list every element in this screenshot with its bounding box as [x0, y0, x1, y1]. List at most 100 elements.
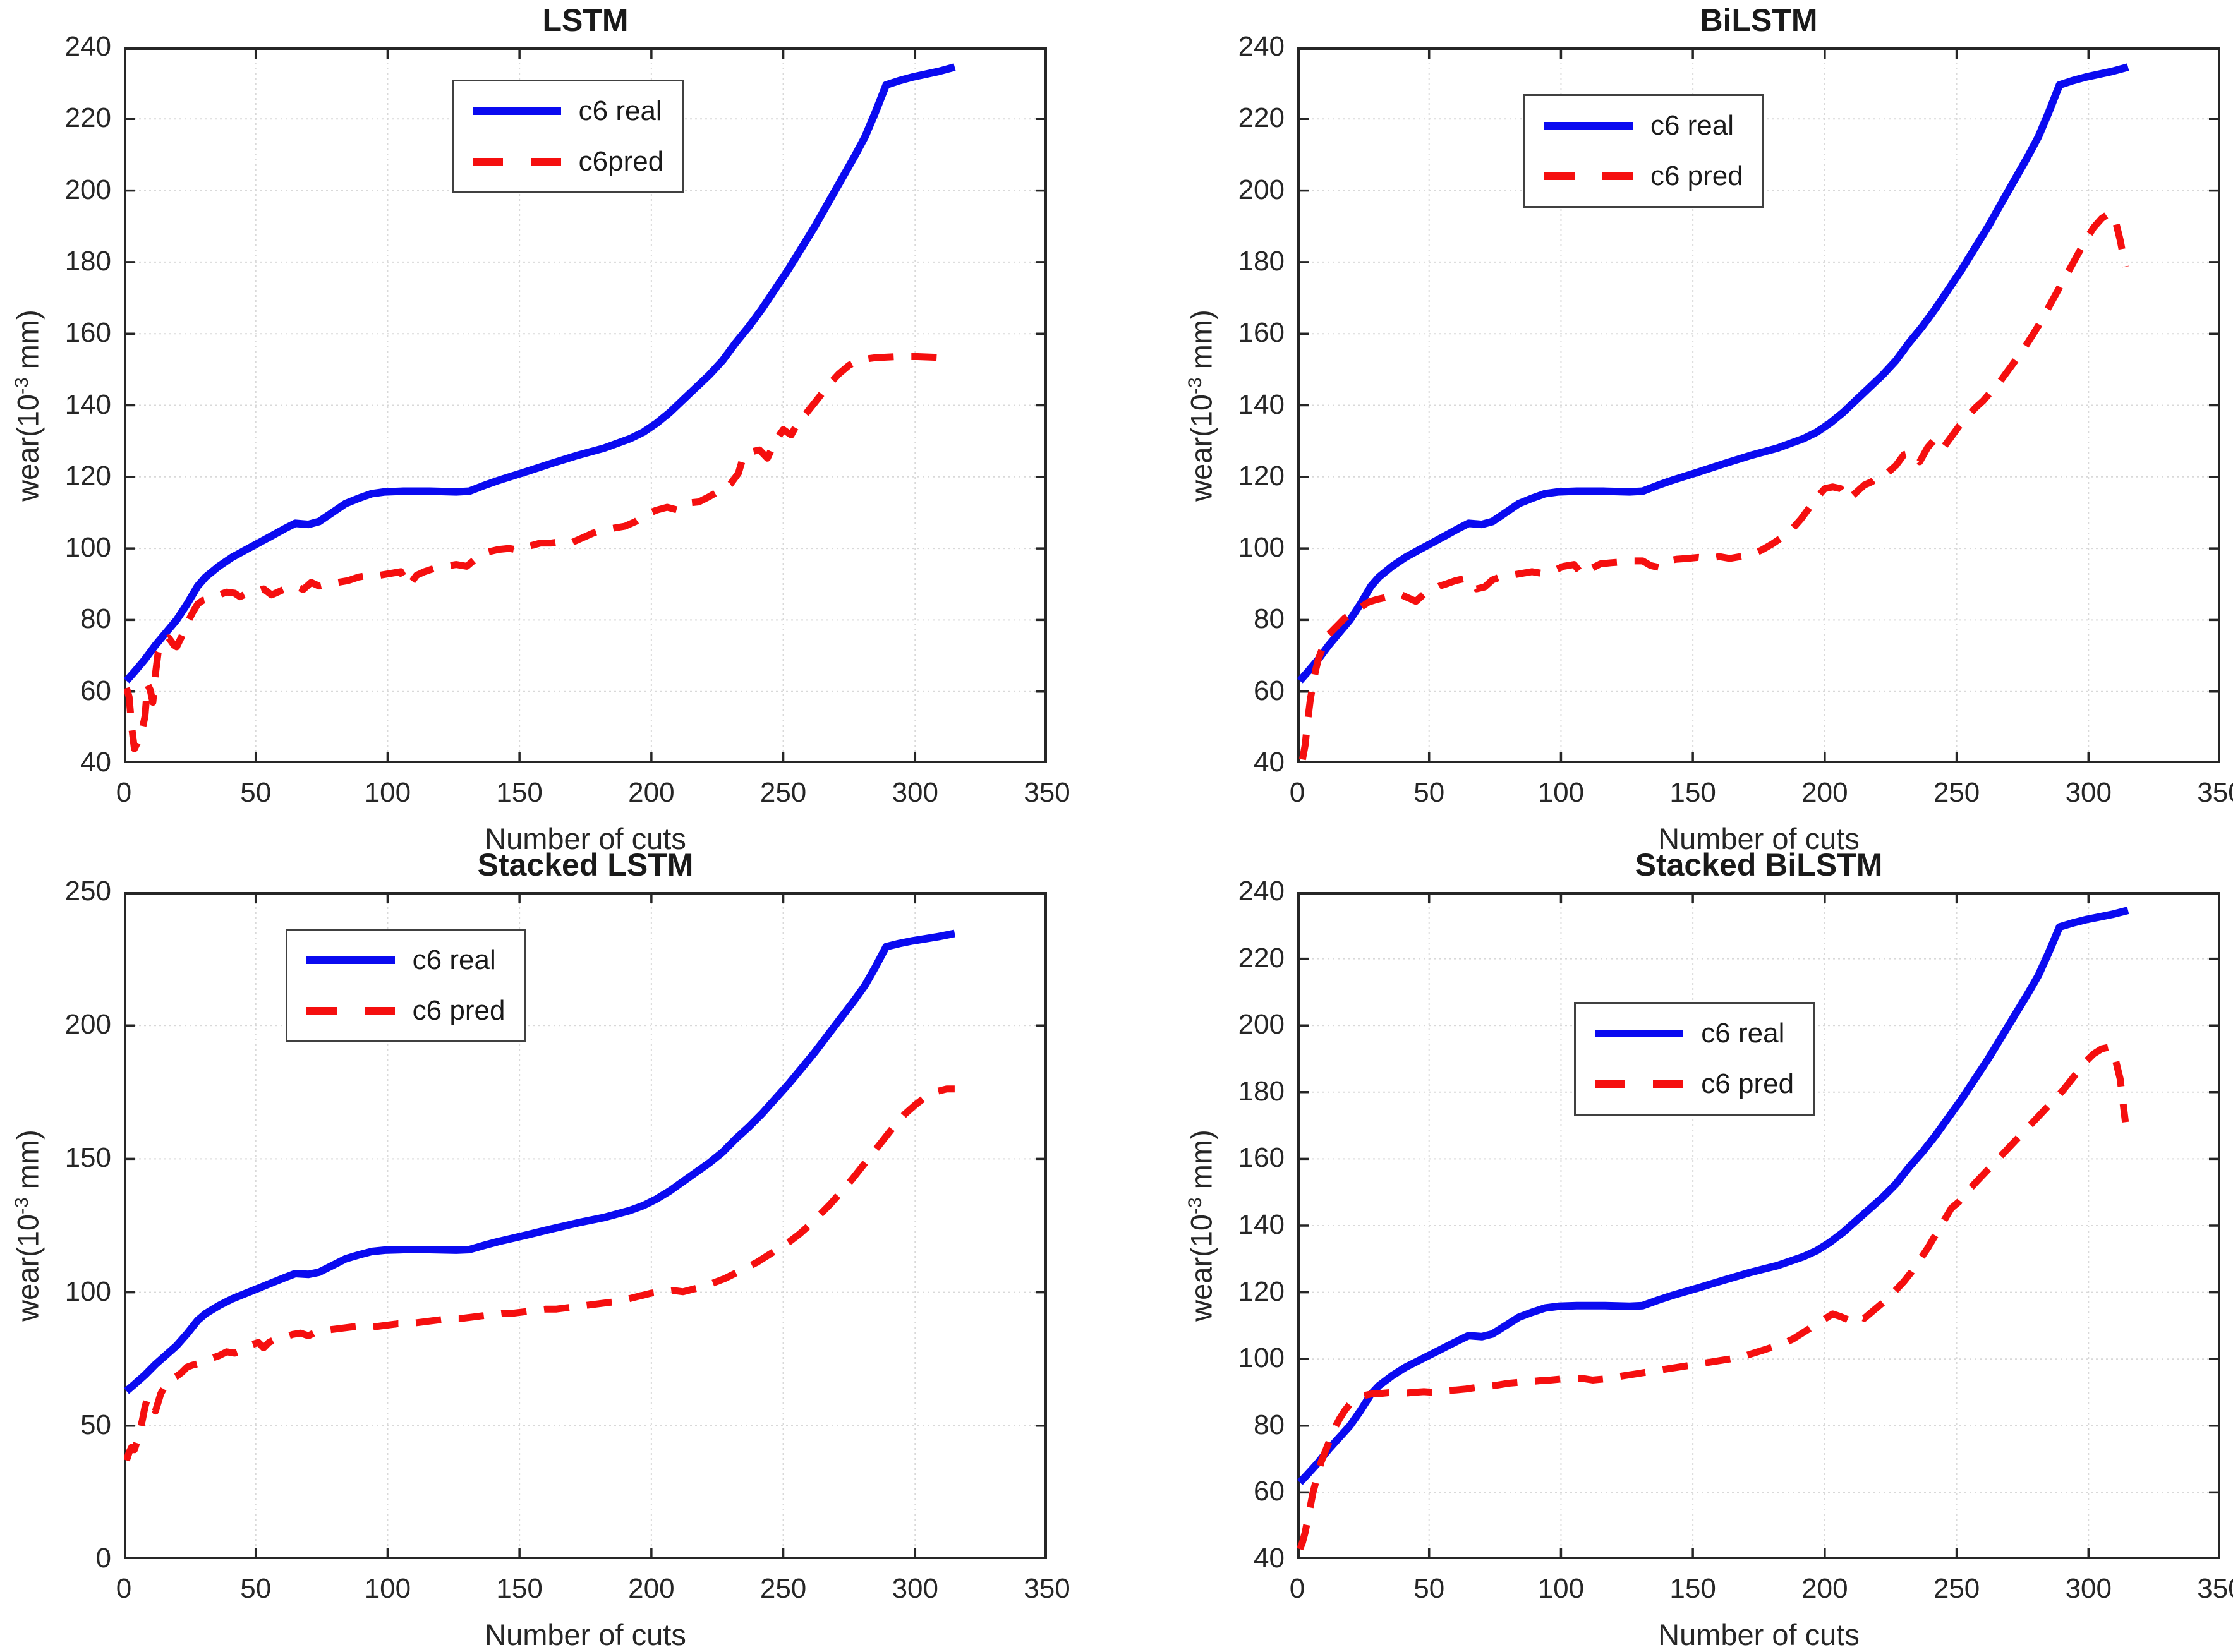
legend-item-pred: c6pred — [472, 145, 664, 177]
legend-item-real: c6 real — [472, 96, 664, 126]
y-tick-label: 240 — [64, 31, 111, 62]
x-tick-label: 0 — [1289, 1573, 1305, 1604]
chart-title: LSTM — [542, 3, 629, 38]
y-tick-label: 180 — [64, 245, 111, 277]
x-tick-label: 250 — [1933, 1573, 1980, 1604]
series-line-c6-real — [124, 63, 956, 684]
y-axis-label-exponent: -3 — [11, 377, 32, 394]
legend-solid-line-swatch — [472, 107, 561, 115]
legend-solid-line-swatch — [1595, 1030, 1684, 1038]
x-axis-label: Number of cuts — [485, 1618, 686, 1651]
y-tick-label: 80 — [80, 603, 111, 635]
x-tick-label: 50 — [240, 777, 272, 808]
y-tick-label: 240 — [1238, 876, 1285, 907]
x-tick-label: 0 — [1289, 777, 1305, 808]
y-tick-label: 160 — [1238, 1142, 1285, 1174]
legend-dashed-line-swatch — [1544, 172, 1633, 180]
y-tick-label: 60 — [1254, 675, 1285, 706]
y-tick-label: 200 — [64, 174, 111, 205]
legend-label: c6 real — [1701, 1018, 1785, 1049]
legend-dashed-line-swatch — [472, 157, 561, 166]
y-tick-label: 100 — [1238, 1342, 1285, 1374]
legend-item-pred: c6 pred — [306, 996, 505, 1025]
x-tick-label: 350 — [1024, 777, 1070, 808]
x-tick-label: 100 — [1537, 777, 1585, 808]
legend-label: c6 pred — [1701, 1068, 1794, 1100]
y-axis-label-exponent: -3 — [1184, 1197, 1206, 1214]
series-line-c6-pred — [1298, 209, 2129, 761]
y-tick-label: 200 — [1238, 174, 1285, 205]
legend-item-pred: c6 pred — [1595, 1070, 1794, 1099]
y-tick-label: 100 — [1238, 532, 1285, 564]
y-tick-label: 40 — [1254, 1543, 1285, 1574]
chart-panel-bilstm: BiLSTM wear(10-3 mm) Number of cuts c6 r… — [1116, 0, 2233, 855]
x-tick-label: 250 — [759, 777, 807, 808]
y-tick-label: 120 — [1238, 1275, 1285, 1307]
legend: c6 real c6pred — [451, 79, 685, 193]
x-axis-label: Number of cuts — [1658, 1618, 1860, 1651]
y-tick-label: 140 — [64, 389, 111, 420]
y-tick-label: 250 — [64, 876, 111, 907]
series-line-c6-real — [1297, 63, 2129, 684]
legend-solid-line-swatch — [1544, 121, 1633, 130]
legend-dashed-line-swatch — [1595, 1080, 1684, 1088]
y-tick-label: 100 — [64, 532, 111, 564]
legend-item-pred: c6 pred — [1544, 161, 1743, 191]
legend-item-real: c6 real — [306, 946, 505, 975]
y-tick-label: 220 — [64, 102, 111, 134]
x-tick-label: 150 — [1669, 1573, 1716, 1604]
y-tick-label: 180 — [1238, 245, 1285, 277]
chart-panel-stacked-lstm: Stacked LSTM wear(10-3 mm) Number of cut… — [0, 824, 1116, 1651]
series-line-c6-real — [1297, 907, 2129, 1485]
series-line-c6-pred — [124, 1085, 955, 1462]
legend-label: c6 real — [412, 944, 496, 976]
x-tick-label: 300 — [2065, 777, 2112, 808]
x-tick-label: 200 — [628, 777, 675, 808]
legend: c6 real c6 pred — [285, 929, 526, 1043]
y-tick-label: 60 — [80, 675, 111, 706]
x-tick-label: 150 — [1669, 777, 1716, 808]
y-axis-label-exponent: -3 — [11, 1197, 32, 1214]
y-tick-label: 150 — [64, 1142, 111, 1174]
chart-panel-stacked-bilstm: Stacked BiLSTM wear(10-3 mm) Number of c… — [1116, 824, 2233, 1651]
legend: c6 real c6 pred — [1523, 93, 1764, 208]
y-tick-label: 220 — [1238, 102, 1285, 134]
y-tick-label: 80 — [1254, 603, 1285, 635]
axes-box — [124, 892, 1047, 1559]
x-tick-label: 300 — [892, 1573, 938, 1604]
x-tick-label: 150 — [496, 777, 543, 808]
y-tick-label: 80 — [1254, 1409, 1285, 1440]
x-tick-label: 350 — [1024, 1573, 1070, 1604]
x-tick-label: 50 — [1413, 1573, 1445, 1604]
chart-panel-lstm: LSTM wear(10-3 mm) Number of cuts c6 rea… — [0, 0, 1116, 855]
x-tick-label: 100 — [364, 1573, 411, 1604]
legend-label: c6 real — [1650, 109, 1734, 141]
x-tick-label: 0 — [116, 1573, 132, 1604]
y-tick-label: 220 — [1238, 942, 1285, 974]
y-tick-label: 50 — [80, 1409, 111, 1440]
x-axis-label: Number of cuts — [1658, 822, 1860, 855]
y-tick-label: 40 — [1254, 747, 1285, 778]
series-line-c6pred — [124, 353, 950, 752]
x-tick-label: 350 — [2197, 777, 2233, 808]
legend: c6 real c6 pred — [1574, 1002, 1815, 1116]
y-tick-label: 0 — [95, 1543, 111, 1574]
x-tick-label: 100 — [364, 777, 411, 808]
y-tick-label: 240 — [1238, 31, 1285, 62]
legend-label: c6pred — [578, 145, 664, 177]
plot-area — [1297, 892, 2220, 1559]
x-tick-label: 50 — [240, 1573, 272, 1604]
x-tick-label: 250 — [1933, 777, 1980, 808]
y-axis-label-exponent: -3 — [1184, 377, 1206, 394]
y-tick-label: 160 — [1238, 317, 1285, 349]
y-tick-label: 120 — [64, 460, 111, 491]
x-tick-label: 250 — [759, 1573, 807, 1604]
y-tick-label: 180 — [1238, 1075, 1285, 1107]
x-tick-label: 0 — [116, 777, 132, 808]
y-tick-label: 40 — [80, 747, 111, 778]
y-tick-label: 140 — [1238, 389, 1285, 420]
x-tick-label: 200 — [1801, 1573, 1848, 1604]
legend-item-real: c6 real — [1544, 111, 1743, 140]
y-tick-label: 200 — [64, 1009, 111, 1040]
